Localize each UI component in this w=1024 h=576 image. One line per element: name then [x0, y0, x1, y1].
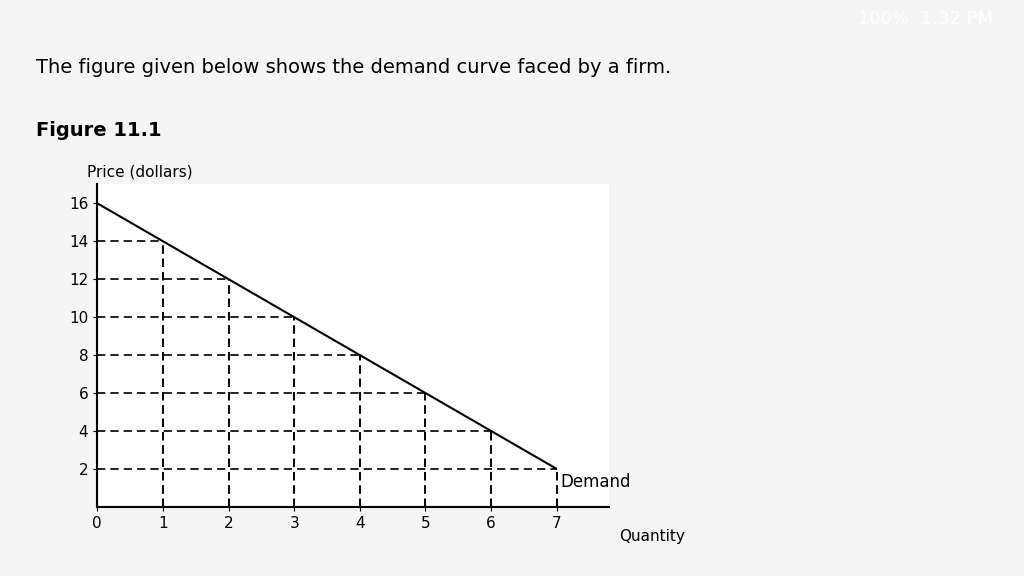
- Text: The figure given below shows the demand curve faced by a firm.: The figure given below shows the demand …: [36, 58, 671, 77]
- Text: Demand: Demand: [560, 473, 631, 491]
- Text: Figure 11.1: Figure 11.1: [36, 121, 162, 140]
- Text: Quantity: Quantity: [620, 529, 685, 544]
- Text: 100%  1:32 PM: 100% 1:32 PM: [858, 10, 993, 28]
- Text: Price (dollars): Price (dollars): [87, 164, 193, 179]
